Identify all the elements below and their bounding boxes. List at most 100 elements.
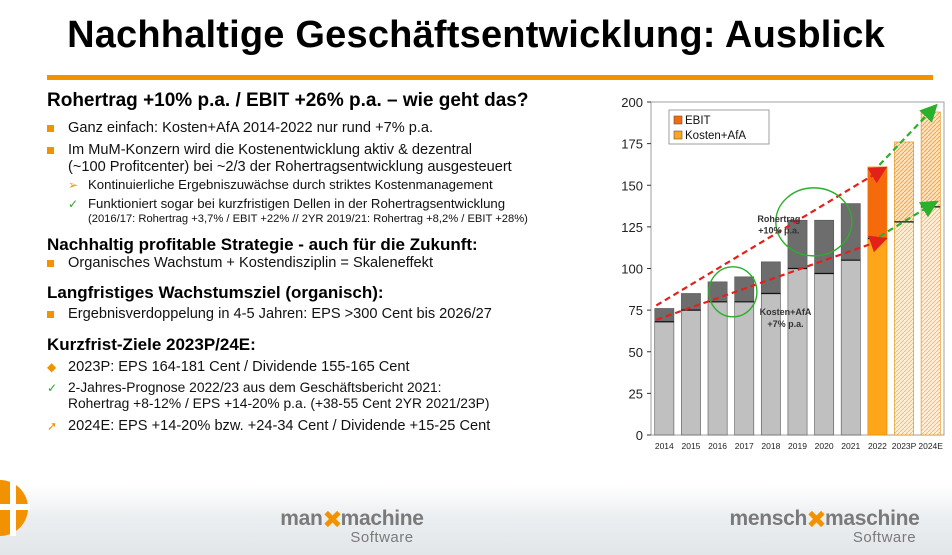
list-item-text: Im MuM-Konzern wird die Kostenentwicklun…	[68, 142, 472, 158]
y-tick-label: 125	[621, 220, 643, 235]
logo-subtext: Software	[350, 529, 414, 546]
bar-kosten-afa	[920, 206, 941, 436]
logo-text: man	[280, 507, 323, 530]
orange-square-bullet-icon	[47, 260, 54, 267]
logo-text: maschine	[825, 507, 920, 530]
bar-ebit	[920, 111, 941, 208]
bar-kosten-afa	[867, 238, 888, 436]
orange-square-bullet-icon	[47, 311, 54, 318]
logo-x-icon	[808, 511, 824, 527]
bar-ebit	[681, 293, 701, 311]
section-heading: Nachhaltig profitable Strategie - auch f…	[47, 235, 478, 254]
section-heading: Langfristiges Wachstumsziel (organisch):	[47, 283, 384, 302]
bar-ebit	[814, 219, 835, 274]
logo-text: machine	[340, 507, 424, 530]
bar-kosten-afa	[654, 321, 675, 436]
trend-arrow-green-top	[878, 103, 938, 166]
list-item-text: Ganz einfach: Kosten+AfA 2014-2022 nur r…	[68, 120, 434, 136]
x-tick-label: 2022	[868, 441, 887, 451]
sub-item-detail: (2016/17: Rohertrag +3,7% / EBIT +22% //…	[88, 213, 528, 225]
y-tick-label: 200	[621, 95, 643, 110]
bar-kosten-afa	[787, 268, 808, 436]
legend-swatch-ebit	[673, 115, 683, 125]
orange-square-bullet-icon	[47, 125, 54, 132]
x-tick-label: 2016	[708, 441, 727, 451]
bar-kosten-afa	[734, 301, 755, 436]
trend-arrow-kosten	[655, 235, 888, 321]
orange-diamond-icon: ◆	[47, 360, 57, 374]
checkmark-icon: ✓	[47, 381, 58, 395]
list-item: ✓ 2-Jahres-Prognose 2022/23 aus dem Gesc…	[47, 380, 607, 412]
list-item: Organisches Wachstum + Kostendisziplin =…	[47, 255, 607, 272]
list-item-text: Organisches Wachstum + Kostendisziplin =…	[68, 255, 434, 271]
y-tick-label: 50	[629, 345, 643, 360]
x-tick-label: 2014	[655, 441, 674, 451]
x-tick-label: 2018	[761, 441, 780, 451]
sub-list-item: ✓ Funktioniert sogar bei kurzfristigen D…	[47, 196, 607, 212]
y-tick-label: 75	[629, 303, 643, 318]
legend-swatch-kosten-afa	[673, 130, 683, 140]
list-item-text: 2024E: EPS +14-20% bzw. +24-34 Cent / Di…	[68, 418, 491, 434]
main-headline: Rohertrag +10% p.a. / EBIT +26% p.a. – w…	[47, 90, 529, 111]
section-heading: Kurzfrist-Ziele 2023P/24E:	[47, 335, 256, 354]
list-item-text: Rohertrag +8-12% / EPS +14-20% p.a. (+38…	[68, 396, 490, 411]
bar-kosten-afa	[894, 221, 914, 436]
title-divider	[47, 75, 933, 80]
chevron-arrow-icon: ➢	[68, 178, 79, 192]
logo-x-icon	[324, 511, 340, 527]
x-tick-label: 2020	[815, 441, 834, 451]
orange-square-bullet-icon	[47, 147, 54, 154]
trend-arrow-green-bottom	[878, 200, 939, 238]
x-tick-label: 2021	[841, 441, 860, 451]
annotation-rohertrag-line2: +10% p.a.	[758, 226, 799, 236]
list-item: ➚ 2024E: EPS +14-20% bzw. +24-34 Cent / …	[47, 418, 607, 435]
legend-label-kosten-afa: Kosten+AfA	[685, 130, 746, 142]
y-tick-label: 25	[629, 386, 643, 401]
list-item-text: 2-Jahres-Prognose 2022/23 aus dem Geschä…	[68, 380, 442, 395]
highlight-circle-2016-17	[708, 266, 758, 318]
list-item-text: Ergebnisverdoppelung in 4-5 Jahren: EPS …	[68, 306, 492, 322]
logo-subtext: Software	[852, 529, 917, 546]
y-tick-label: 100	[621, 262, 643, 277]
trend-arrow-rohertrag	[655, 166, 888, 307]
bar-kosten-afa	[814, 273, 835, 436]
footer-band	[0, 485, 952, 555]
logo-text: mensch	[729, 507, 808, 530]
corner-logo-icon	[0, 480, 30, 536]
content-left: Rohertrag +10% p.a. / EBIT +26% p.a. – w…	[47, 90, 607, 435]
annotation-kosten-line2: +7% p.a.	[767, 319, 803, 329]
bar-ebit	[867, 166, 888, 239]
list-item-text: 2023P: EPS 164-181 Cent / Dividende 155-…	[68, 359, 410, 375]
y-tick-label: 175	[621, 137, 643, 152]
chart-legend-box	[668, 109, 770, 145]
list-item: Ergebnisverdoppelung in 4-5 Jahren: EPS …	[47, 306, 607, 323]
sub-list-item: ➢ Kontinuierliche Ergebniszuwächse durch…	[47, 177, 607, 193]
list-item-text: (~100 Profitcenter) bei ~2/3 der Rohertr…	[68, 159, 512, 175]
bar-ebit	[760, 261, 781, 294]
x-tick-label: 2015	[681, 441, 700, 451]
checkmark-icon: ✓	[68, 197, 79, 211]
x-tick-label: 2024E	[918, 441, 943, 451]
annotation-kosten-line1: Kosten+AfA	[760, 307, 812, 317]
list-item: Ganz einfach: Kosten+AfA 2014-2022 nur r…	[47, 120, 607, 137]
logo-man-machine: man machine Software	[262, 508, 442, 546]
annotation-rohertrag-line1: Rohertrag	[757, 214, 800, 224]
sub-item-text: Kontinuierliche Ergebniszuwächse durch s…	[88, 177, 493, 192]
list-item: Im MuM-Konzern wird die Kostenentwicklun…	[47, 142, 607, 176]
y-tick-label: 0	[636, 428, 643, 443]
bar-kosten-afa	[707, 301, 728, 436]
sub-item-text: Funktioniert sogar bei kurzfristigen Del…	[88, 196, 506, 211]
trend-arrow-icon: ➚	[47, 419, 58, 433]
x-tick-label: 2019	[788, 441, 807, 451]
y-tick-label: 150	[621, 178, 643, 193]
list-item: ◆ 2023P: EPS 164-181 Cent / Dividende 15…	[47, 359, 607, 376]
x-tick-label: 2023P	[892, 441, 917, 451]
x-tick-label: 2017	[735, 441, 754, 451]
bar-kosten-afa	[681, 309, 701, 436]
logo-mensch-maschine: mensch maschine Software	[712, 508, 937, 546]
bar-kosten-afa	[840, 259, 861, 436]
slide-title: Nachhaltige Geschäftsentwicklung: Ausbli…	[67, 14, 885, 56]
revenue-cost-chart: 0 25 50 75 100 125 150 175 200 2014 2015 2016 2017 20…	[621, 95, 945, 451]
legend-label-ebit: EBIT	[685, 115, 711, 127]
highlight-circle-2019-21	[775, 187, 853, 257]
